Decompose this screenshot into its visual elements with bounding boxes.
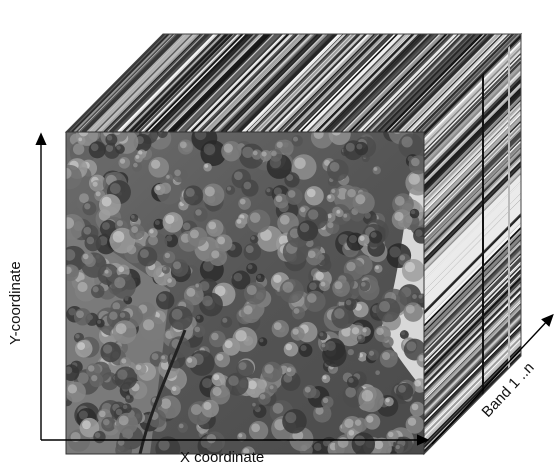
- cube-front-face-forest-image: [65, 131, 425, 455]
- y-axis-label: Y-coordinate: [7, 261, 24, 345]
- band-axis: [431, 313, 554, 445]
- x-axis-label: X coordinate: [180, 449, 264, 465]
